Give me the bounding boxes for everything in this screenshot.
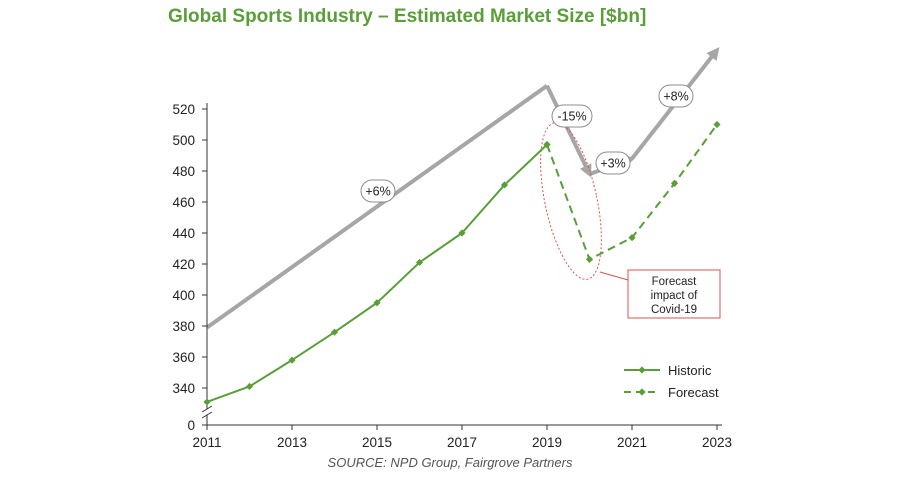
x-tick-label: 2015 <box>362 435 392 450</box>
growth-pill-label: -15% <box>557 110 586 124</box>
y-tick-label: 0 <box>187 418 195 433</box>
trend-arrow <box>207 86 547 328</box>
y-tick-label: 420 <box>172 257 195 272</box>
covid-callout: Forecast impact of Covid-19 <box>529 117 720 318</box>
x-tick-label: 2021 <box>617 435 647 450</box>
legend: Historic Forecast <box>624 363 719 400</box>
x-tick-label: 2017 <box>447 435 477 450</box>
legend-marker <box>638 366 645 373</box>
x-tick-label: 2019 <box>532 435 562 450</box>
data-point <box>586 256 593 263</box>
y-tick-label: 380 <box>172 319 195 334</box>
source-note: SOURCE: NPD Group, Fairgrove Partners <box>0 455 900 470</box>
legend-label-historic: Historic <box>668 363 712 378</box>
x-tick-label: 2011 <box>192 435 221 450</box>
callout-ellipse <box>529 117 613 284</box>
callout-text-line: Covid-19 <box>651 304 697 316</box>
growth-pill-label: +3% <box>600 157 625 171</box>
market-size-line-chart: Forecast impact of Covid-19 0 340 360 380 400 4… <box>0 0 900 478</box>
y-tick-label: 360 <box>172 350 195 365</box>
y-tick-label: 480 <box>172 164 195 179</box>
data-point <box>713 121 720 128</box>
data-point <box>203 398 210 405</box>
series <box>203 121 720 406</box>
y-tick-label: 500 <box>172 133 195 148</box>
y-tick-label: 520 <box>172 102 195 117</box>
x-tick-label: 2013 <box>277 435 307 450</box>
x-tick-label: 2023 <box>702 435 732 450</box>
callout-text-line: impact of <box>651 290 698 302</box>
y-tick-label: 440 <box>172 226 195 241</box>
growth-pill-label: +8% <box>663 90 688 104</box>
y-tick-label: 460 <box>172 195 195 210</box>
callout-text-line: Forecast <box>652 276 698 288</box>
growth-pill-label: +6% <box>365 185 390 199</box>
callout-connector <box>600 272 628 280</box>
y-tick-label: 340 <box>172 381 195 396</box>
y-tick-label: 400 <box>172 288 195 303</box>
legend-marker <box>638 388 645 395</box>
legend-label-forecast: Forecast <box>668 385 719 400</box>
